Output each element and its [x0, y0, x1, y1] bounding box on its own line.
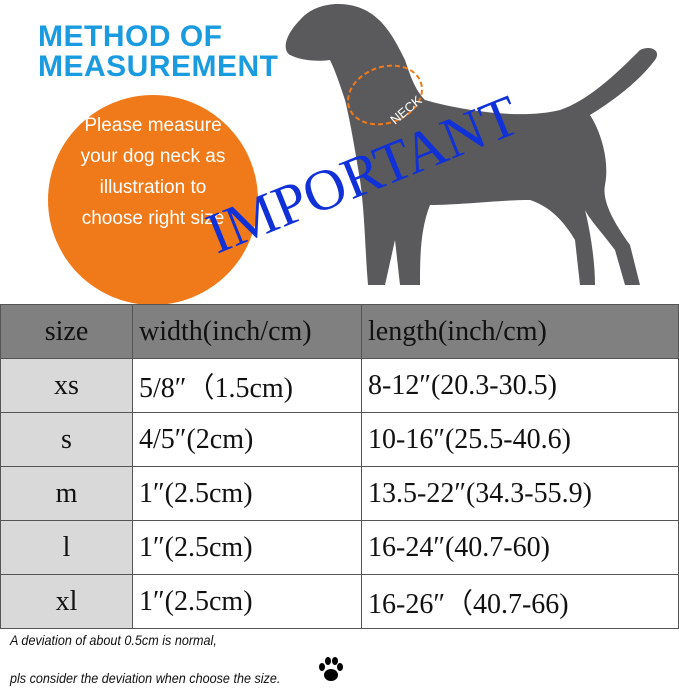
size-cell: s	[0, 412, 133, 467]
length-cell: 16-24″(40.7-60)	[361, 520, 679, 575]
title-line2: MEASUREMENT	[38, 50, 279, 83]
table-row: m 1″(2.5cm) 13.5-22″(34.3-55.9)	[0, 466, 679, 521]
header-width: width(inch/cm)	[132, 304, 362, 359]
neck-measure-ring	[347, 64, 423, 126]
instruction-circle	[48, 95, 258, 305]
table-row: l 1″(2.5cm) 16-24″(40.7-60)	[0, 520, 679, 575]
table-header-row: size width(inch/cm) length(inch/cm)	[0, 304, 679, 359]
width-cell: 5/8″（1.5cm)	[132, 358, 362, 413]
width-cell: 1″(2.5cm)	[132, 466, 362, 521]
deviation-note: A deviation of about 0.5cm is normal,	[10, 632, 217, 648]
header-length: length(inch/cm)	[361, 304, 679, 359]
length-cell: 16-26″（40.7-66)	[361, 574, 679, 629]
length-cell: 8-12″(20.3-30.5)	[361, 358, 679, 413]
width-cell: 4/5″(2cm)	[132, 412, 362, 467]
size-chart-table: size width(inch/cm) length(inch/cm) xs 5/…	[0, 304, 679, 629]
width-cell: 1″(2.5cm)	[132, 574, 362, 629]
instruction-text: Please measure your dog neck as illustra…	[80, 115, 226, 229]
dog-silhouette	[285, 4, 658, 286]
title-line1: METHOD OF	[38, 20, 223, 53]
size-cell: xl	[0, 574, 133, 629]
header-size: size	[0, 304, 133, 359]
table-row: xs 5/8″（1.5cm) 8-12″(20.3-30.5)	[0, 358, 679, 413]
length-cell: 13.5-22″(34.3-55.9)	[361, 466, 679, 521]
dog-illustration: NECK	[285, 4, 658, 286]
length-cell: 10-16″(25.5-40.6)	[361, 412, 679, 467]
width-cell: 1″(2.5cm)	[132, 520, 362, 575]
deviation-advice: pls consider the deviation when choose t…	[10, 670, 281, 686]
size-cell: m	[0, 466, 133, 521]
size-cell: l	[0, 520, 133, 575]
size-cell: xs	[0, 358, 133, 413]
table-row: xl 1″(2.5cm) 16-26″（40.7-66)	[0, 574, 679, 629]
paw-icon	[319, 657, 343, 681]
table-row: s 4/5″(2cm) 10-16″(25.5-40.6)	[0, 412, 679, 467]
